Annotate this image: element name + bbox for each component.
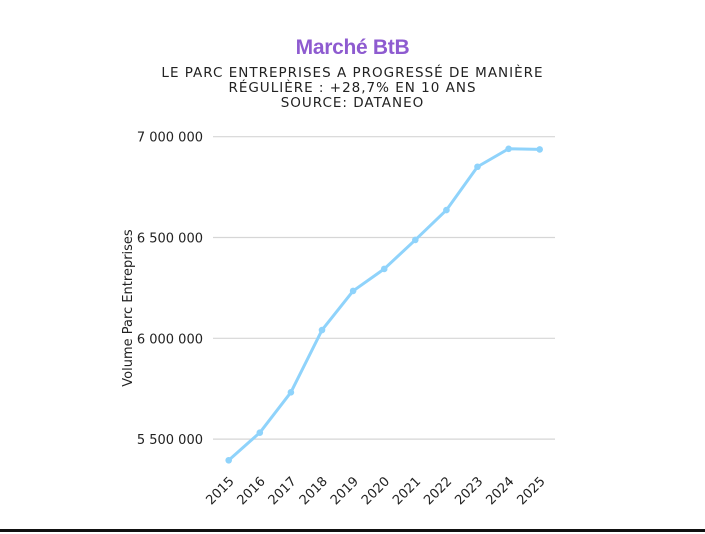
data-point <box>318 326 326 334</box>
series-line <box>227 147 540 462</box>
data-point <box>256 429 264 436</box>
data-point <box>349 287 357 295</box>
bottom-border <box>0 529 705 532</box>
x-tick-label: 2015 <box>204 474 238 508</box>
chart-subtitle-line-1: LE PARC ENTREPRISES A PROGRESSÉ DE MANIÈ… <box>161 65 544 81</box>
x-tick-label: 2020 <box>359 474 393 508</box>
data-point <box>536 146 543 153</box>
y-axis-label: Volume Parc Entreprises <box>121 229 136 387</box>
data-point <box>443 206 450 214</box>
data-point <box>474 163 481 171</box>
y-tick-label: 6 500 000 <box>137 232 203 247</box>
x-tick-label: 2019 <box>328 474 362 508</box>
x-tick-label: 2017 <box>266 474 300 508</box>
x-tick-label: 2018 <box>297 474 331 508</box>
chart-title: Marché BtB <box>295 36 410 59</box>
x-tick-label: 2025 <box>515 474 549 508</box>
data-point <box>505 145 512 153</box>
y-tick-label: 7 000 000 <box>137 131 203 146</box>
x-tick-label: 2024 <box>483 474 517 508</box>
x-tick-label: 2023 <box>452 474 486 508</box>
chart-subtitle-line-3: SOURCE: DATANEO <box>280 95 425 111</box>
y-tick-label: 5 500 000 <box>137 433 203 448</box>
x-tick-label: 2016 <box>235 474 269 508</box>
x-tick-label: 2021 <box>390 474 424 508</box>
y-tick-label: 6 000 000 <box>137 332 203 347</box>
data-point <box>412 236 419 244</box>
chart-subtitle-line-2: RÉGULIÈRE : +28,7% EN 10 ANS <box>228 80 477 96</box>
data-point <box>287 389 295 396</box>
x-tick-label: 2022 <box>421 474 455 508</box>
data-point <box>225 456 232 464</box>
data-point <box>380 265 388 273</box>
